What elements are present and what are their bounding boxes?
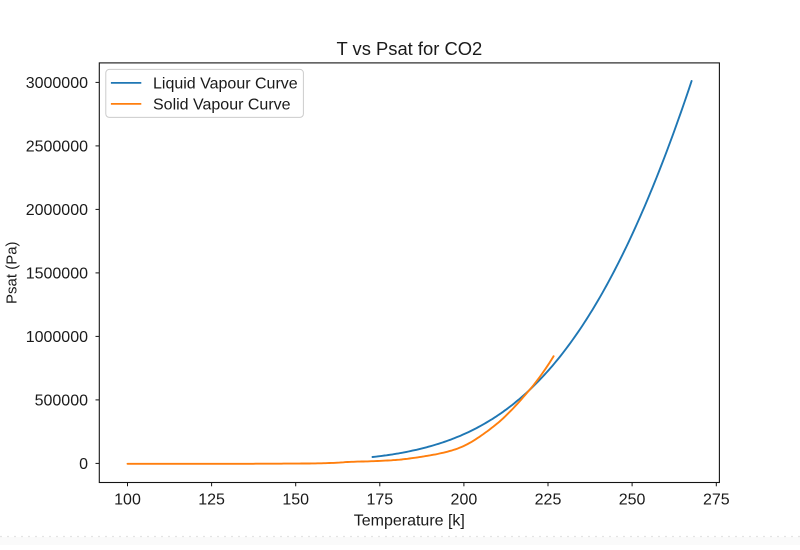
svg-text:2000000: 2000000 xyxy=(26,202,88,219)
svg-text:275: 275 xyxy=(703,492,730,509)
svg-text:1500000: 1500000 xyxy=(26,266,88,283)
svg-text:250: 250 xyxy=(619,492,646,509)
svg-text:Liquid Vapour Curve: Liquid Vapour Curve xyxy=(153,76,298,93)
svg-text:125: 125 xyxy=(198,492,225,509)
svg-text:Temperature [k]: Temperature [k] xyxy=(354,512,465,529)
svg-text:150: 150 xyxy=(282,492,309,509)
svg-text:3000000: 3000000 xyxy=(26,75,88,92)
svg-text:0: 0 xyxy=(79,456,88,473)
svg-text:500000: 500000 xyxy=(35,393,88,410)
svg-text:1000000: 1000000 xyxy=(26,329,88,346)
svg-text:175: 175 xyxy=(366,492,393,509)
svg-text:T vs Psat for CO2: T vs Psat for CO2 xyxy=(336,38,482,59)
svg-text:225: 225 xyxy=(535,492,562,509)
svg-text:2500000: 2500000 xyxy=(26,139,88,156)
svg-text:Solid Vapour Curve: Solid Vapour Curve xyxy=(153,97,291,114)
svg-text:Psat (Pa): Psat (Pa) xyxy=(3,241,20,304)
svg-text:100: 100 xyxy=(114,492,141,509)
svg-text:200: 200 xyxy=(451,492,478,509)
